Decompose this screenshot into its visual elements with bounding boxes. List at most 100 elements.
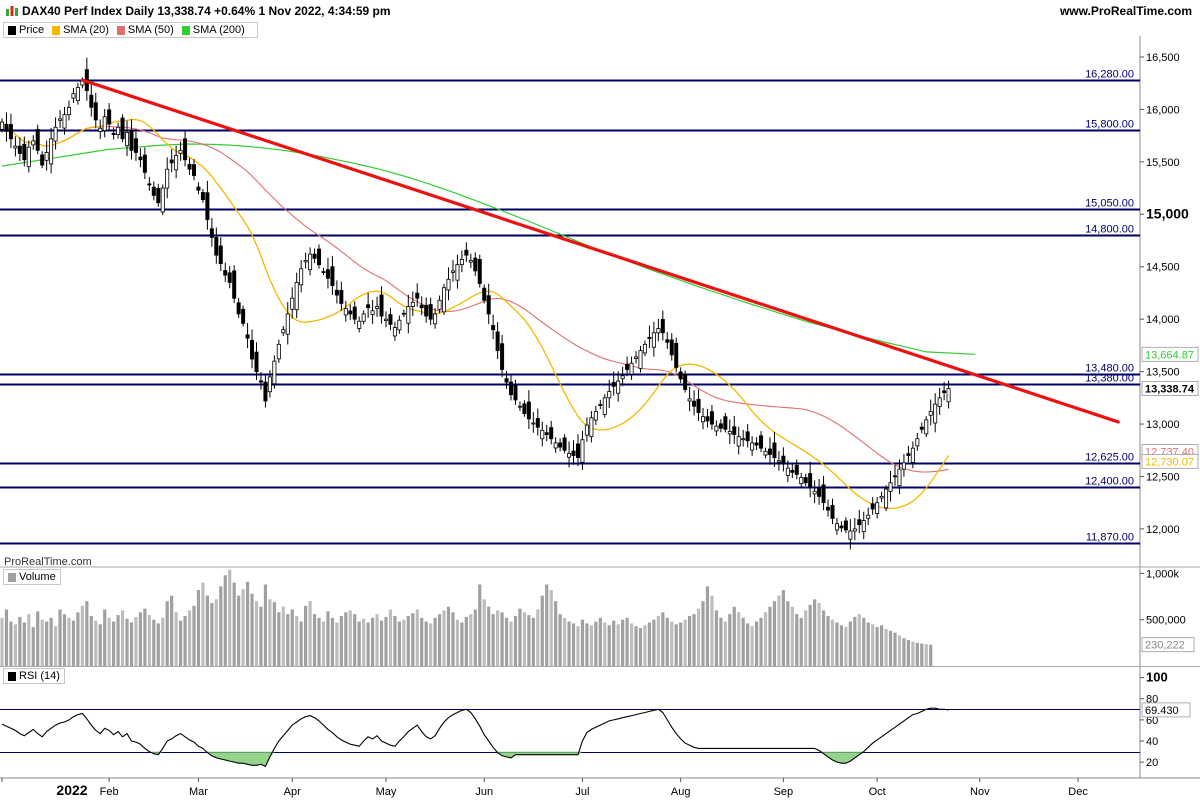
candle[interactable] — [321, 267, 326, 276]
candle[interactable] — [482, 284, 487, 304]
candle[interactable] — [62, 106, 67, 135]
candle[interactable] — [388, 307, 393, 331]
candle[interactable] — [919, 422, 924, 434]
candle[interactable] — [258, 372, 263, 390]
candle[interactable] — [928, 399, 933, 426]
candle[interactable] — [245, 323, 250, 349]
candle[interactable] — [303, 252, 308, 269]
candle[interactable] — [165, 157, 170, 199]
candle[interactable] — [49, 127, 54, 174]
candle[interactable] — [651, 321, 656, 357]
candle[interactable] — [31, 135, 36, 150]
candle[interactable] — [8, 113, 13, 149]
candle[interactable] — [620, 366, 625, 387]
candle[interactable] — [933, 393, 938, 433]
candle[interactable] — [40, 151, 45, 169]
candle[interactable] — [901, 454, 906, 477]
legend-price[interactable]: Price — [8, 24, 44, 36]
candle[interactable] — [129, 119, 134, 160]
candle[interactable] — [187, 157, 192, 175]
candle[interactable] — [531, 412, 536, 433]
candle[interactable] — [843, 517, 848, 534]
candle[interactable] — [196, 182, 201, 195]
candle[interactable] — [544, 424, 549, 442]
candle[interactable] — [634, 351, 639, 364]
candle[interactable] — [169, 149, 174, 173]
candle[interactable] — [839, 521, 844, 532]
candle[interactable] — [433, 308, 438, 329]
candle[interactable] — [17, 137, 22, 162]
candle[interactable] — [678, 367, 683, 383]
candle[interactable] — [89, 84, 94, 117]
candle[interactable] — [669, 333, 674, 361]
candle[interactable] — [120, 114, 125, 142]
candle[interactable] — [232, 265, 237, 304]
candle[interactable] — [812, 480, 817, 504]
candle[interactable] — [638, 345, 643, 373]
candle[interactable] — [589, 411, 594, 443]
candle[interactable] — [910, 441, 915, 469]
candle[interactable] — [683, 370, 688, 393]
candle[interactable] — [580, 430, 585, 470]
candle[interactable] — [0, 118, 4, 133]
candle[interactable] — [160, 184, 165, 216]
candle[interactable] — [334, 280, 339, 304]
sma20-line[interactable] — [1, 118, 950, 510]
candle[interactable] — [142, 147, 147, 180]
candle[interactable] — [450, 260, 455, 282]
candle[interactable] — [781, 447, 786, 472]
candle[interactable] — [4, 112, 9, 142]
candle[interactable] — [504, 370, 509, 389]
candle[interactable] — [71, 87, 76, 103]
candle[interactable] — [299, 260, 304, 293]
candle[interactable] — [759, 431, 764, 453]
candle[interactable] — [924, 416, 929, 438]
candle[interactable] — [125, 120, 130, 156]
candle[interactable] — [218, 237, 223, 272]
volume-legend[interactable]: Volume — [3, 569, 61, 585]
candle[interactable] — [803, 473, 808, 486]
candle[interactable] — [428, 297, 433, 325]
candle[interactable] — [692, 390, 697, 416]
candle[interactable] — [509, 375, 514, 401]
candle[interactable] — [227, 266, 232, 289]
candle[interactable] — [629, 356, 634, 380]
candle[interactable] — [250, 329, 255, 369]
candle[interactable] — [625, 356, 630, 377]
candle[interactable] — [834, 517, 839, 535]
candle[interactable] — [317, 244, 322, 269]
candle[interactable] — [308, 247, 313, 276]
candle[interactable] — [879, 491, 884, 503]
resistance-trendline[interactable] — [80, 78, 1120, 424]
candle[interactable] — [361, 310, 366, 325]
candle[interactable] — [915, 433, 920, 451]
candle[interactable] — [44, 140, 49, 171]
candle[interactable] — [133, 128, 138, 161]
candle[interactable] — [558, 438, 563, 452]
candle[interactable] — [375, 296, 380, 317]
candle[interactable] — [946, 380, 951, 409]
candle[interactable] — [437, 295, 442, 314]
candle[interactable] — [562, 434, 567, 454]
candle[interactable] — [942, 382, 947, 401]
candle[interactable] — [102, 108, 107, 138]
candle[interactable] — [571, 440, 576, 465]
candle[interactable] — [861, 511, 866, 540]
candle[interactable] — [290, 287, 295, 319]
candle[interactable] — [602, 394, 607, 418]
candle[interactable] — [13, 136, 18, 157]
candle[interactable] — [214, 227, 219, 264]
candle[interactable] — [183, 130, 188, 167]
candle[interactable] — [330, 255, 335, 295]
candle[interactable] — [866, 507, 871, 525]
candle[interactable] — [205, 180, 210, 230]
candle[interactable] — [339, 281, 344, 311]
candle[interactable] — [357, 316, 362, 333]
candle[interactable] — [709, 404, 714, 430]
candle[interactable] — [808, 461, 813, 498]
candle[interactable] — [611, 371, 616, 396]
candle[interactable] — [455, 254, 460, 289]
candle[interactable] — [343, 300, 348, 322]
candle[interactable] — [696, 389, 701, 421]
